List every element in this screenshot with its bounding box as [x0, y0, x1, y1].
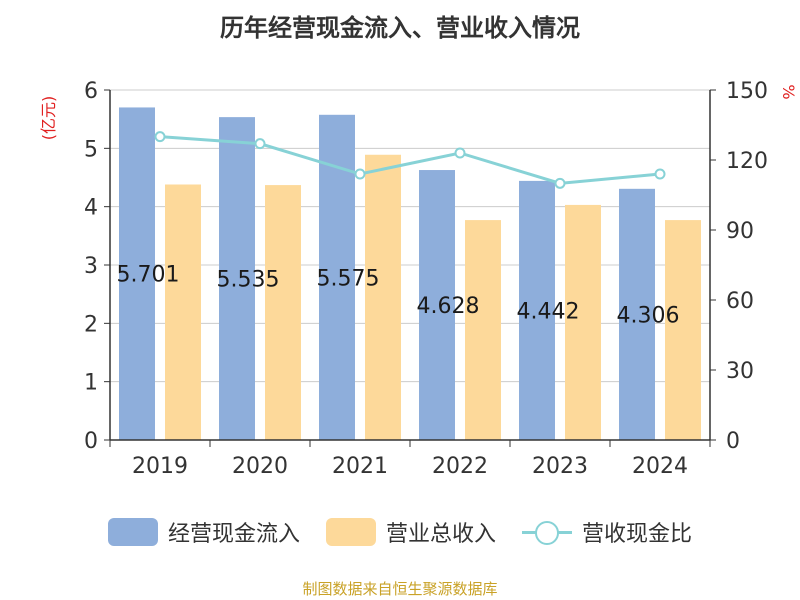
- legend-item-cash-ratio[interactable]: 营收现金比: [522, 516, 692, 548]
- y-left-tick-label: 5: [84, 137, 98, 162]
- legend-label-revenue: 营业总收入: [385, 522, 496, 547]
- y-right-tick-label: 150: [726, 79, 768, 104]
- legend-swatch-revenue: [325, 518, 376, 546]
- legend-label-cash-ratio: 营收现金比: [582, 522, 693, 547]
- line-layer: [154, 131, 666, 189]
- y-left-tick-label: 1: [84, 371, 98, 396]
- legend-item-revenue[interactable]: 营业总收入: [325, 516, 496, 548]
- bar-cash-inflow: [319, 114, 355, 441]
- x-tick-label: 2023: [532, 454, 588, 479]
- bar-revenue: [565, 204, 601, 440]
- legend-swatch-cash-ratio: [522, 518, 572, 546]
- line-cash-ratio: [159, 135, 661, 185]
- grid-layer: [110, 89, 710, 383]
- legend-swatch-cash-inflow: [107, 518, 158, 546]
- point-cash-ratio: [254, 138, 266, 150]
- x-tick-label: 2024: [632, 454, 688, 479]
- x-tick-label: 2022: [432, 454, 488, 479]
- y-left-tick-label: 0: [84, 429, 98, 454]
- bar-cash-inflow: [519, 180, 555, 440]
- data-label-cash-inflow: 4.442: [517, 299, 580, 324]
- point-cash-ratio: [154, 131, 166, 143]
- bar-cash-inflow: [219, 117, 255, 440]
- chart-title: 历年经营现金流入、营业收入情况: [220, 14, 580, 42]
- y-left-tick-label: 2: [84, 312, 98, 337]
- point-cash-ratio: [454, 147, 466, 159]
- legend-item-cash-inflow[interactable]: 经营现金流入: [107, 516, 300, 548]
- bar-revenue: [165, 184, 201, 440]
- y-left-tick-label: 4: [84, 196, 98, 221]
- y-left-tick-label: 6: [84, 79, 98, 104]
- source-note: 制图数据来自恒生聚源数据库: [302, 580, 498, 598]
- bar-cash-inflow: [619, 188, 655, 440]
- legend-label-cash-inflow: 经营现金流入: [167, 522, 300, 547]
- y-right-unit-label: %: [779, 84, 798, 99]
- bar-revenue: [465, 220, 501, 440]
- point-cash-ratio: [554, 177, 566, 189]
- bar-cash-inflow: [419, 170, 455, 441]
- data-label-cash-inflow: 5.575: [317, 266, 380, 291]
- y-right-tick-label: 120: [726, 149, 768, 174]
- bar-layer: [119, 107, 701, 441]
- data-label-cash-inflow: 4.628: [417, 294, 480, 319]
- label-layer: 5.701 5.535 5.575 4.628 4.442 4.306: [117, 263, 680, 329]
- y-left-unit-label: (亿元): [39, 96, 58, 141]
- y-right-tick-label: 60: [726, 289, 754, 314]
- point-cash-ratio: [654, 168, 666, 180]
- x-tick-label: 2019: [132, 454, 188, 479]
- x-tick-label: 2021: [332, 454, 388, 479]
- y-right-tick-label: 30: [726, 359, 754, 384]
- bar-revenue: [665, 220, 701, 440]
- bar-cash-inflow: [119, 107, 155, 441]
- data-label-cash-inflow: 5.701: [117, 263, 180, 288]
- data-label-cash-inflow: 4.306: [617, 303, 680, 328]
- data-label-cash-inflow: 5.535: [217, 268, 280, 293]
- legend: 经营现金流入 营业总收入 营收现金比: [0, 516, 800, 548]
- y-left-tick-label: 3: [84, 254, 98, 279]
- x-tick-label: 2020: [232, 454, 288, 479]
- y-right-tick-label: 0: [726, 429, 740, 454]
- point-cash-ratio: [354, 168, 366, 180]
- bar-revenue: [365, 154, 401, 440]
- bar-revenue: [265, 185, 301, 440]
- y-right-tick-label: 90: [726, 219, 754, 244]
